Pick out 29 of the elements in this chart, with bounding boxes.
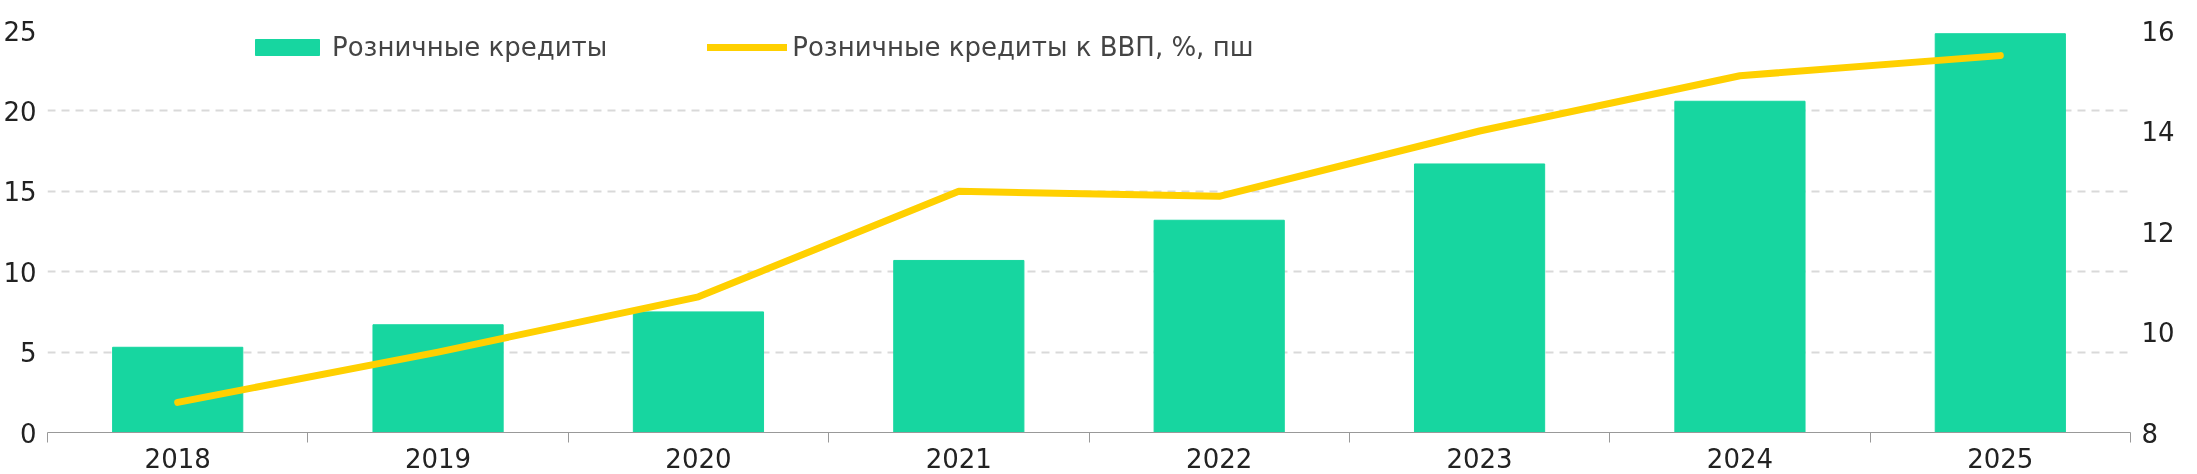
x-tick-label: 2021: [925, 443, 992, 474]
x-tick-label: 2018: [144, 443, 211, 474]
y-tick-label: 25: [3, 16, 37, 47]
y-tick-label: 20: [3, 96, 37, 127]
y2-tick-label: 12: [2141, 217, 2175, 248]
legend-label: Розничные кредиты: [332, 32, 608, 62]
y2-tick-label: 10: [2141, 318, 2175, 348]
x-tick-label: 2024: [1706, 443, 1774, 474]
y2-tick-label: 14: [2141, 117, 2175, 147]
bar: [632, 311, 765, 433]
legend-label: Розничные кредиты к ВВП, %, пш: [792, 32, 1254, 62]
bar: [893, 259, 1025, 433]
x-tick-label: 2023: [1446, 443, 1513, 474]
y-tick-label: 15: [3, 177, 37, 208]
y2-tick-label: 8: [2141, 418, 2159, 449]
bar: [372, 324, 504, 433]
y2-tick-label: 16: [2141, 16, 2175, 47]
x-tick-label: 2022: [1186, 443, 1253, 474]
x-tick-label: 2019: [404, 443, 472, 474]
bar: [1413, 163, 1546, 433]
y-tick-label: 10: [3, 257, 37, 288]
y-tick-label: 5: [19, 338, 37, 369]
bar: [1153, 219, 1285, 433]
bar: [1674, 100, 1806, 433]
x-tick-label: 2020: [665, 443, 732, 474]
x-tick-label: 2025: [1967, 443, 2034, 474]
bar: [1934, 33, 2066, 433]
y-tick-label: 0: [19, 418, 37, 449]
bar: [112, 346, 244, 433]
